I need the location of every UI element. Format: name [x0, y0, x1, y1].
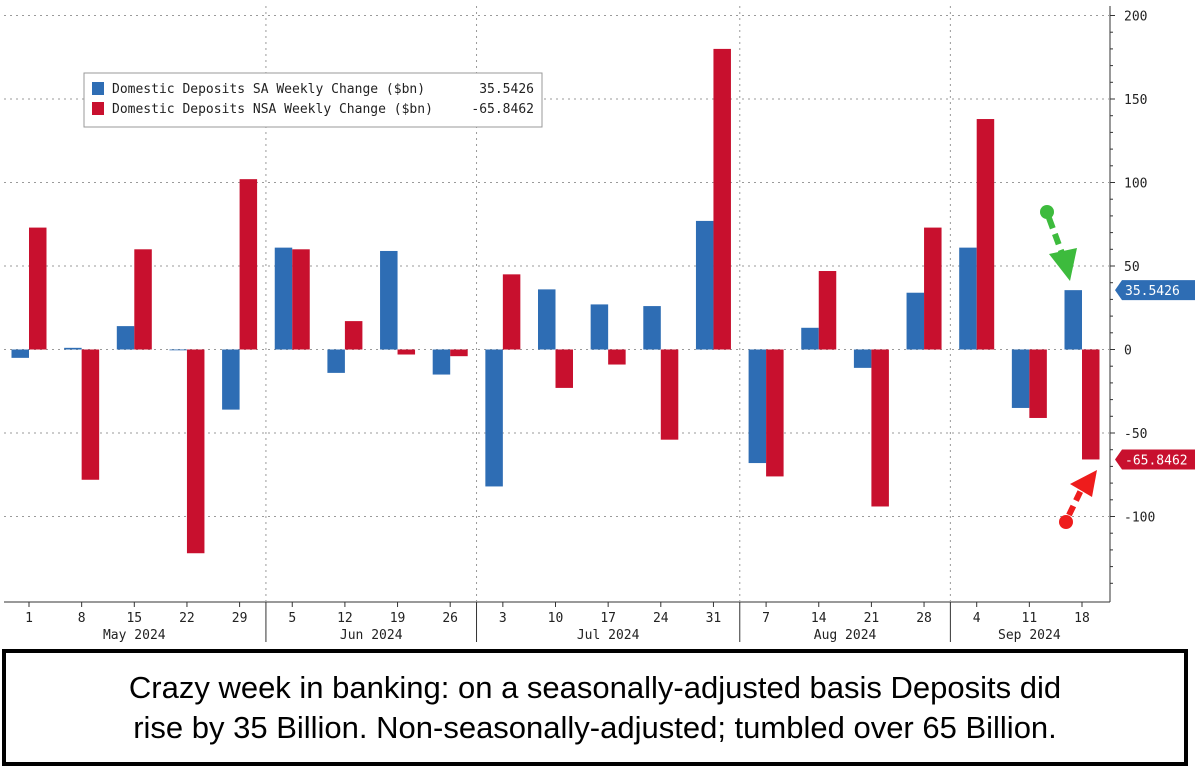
- nsa-bar: [345, 321, 363, 349]
- red-arrow-dot: [1059, 515, 1073, 529]
- month-label: Jul 2024: [577, 628, 640, 643]
- caption-text: Crazy week in banking: on a seasonally-a…: [10, 668, 1180, 748]
- sa-bar: [64, 348, 82, 350]
- y-tick-label: 150: [1124, 93, 1147, 108]
- x-tick-label: 5: [288, 611, 296, 626]
- x-tick-label: 8: [78, 611, 86, 626]
- sa-bar: [485, 350, 503, 487]
- sa-bar: [801, 328, 819, 350]
- sa-bar: [959, 248, 977, 350]
- green-arrowhead: [1049, 248, 1077, 281]
- sa-bar: [538, 289, 556, 349]
- x-tick-label: 22: [179, 611, 195, 626]
- y-tick-label: 200: [1124, 10, 1147, 25]
- sa-bar: [643, 306, 661, 349]
- nsa-bar: [819, 271, 837, 349]
- x-tick-label: 26: [442, 611, 458, 626]
- nsa-bar: [29, 228, 47, 350]
- sa-bar: [12, 350, 30, 358]
- x-tick-label: 17: [600, 611, 616, 626]
- nsa-bar: [871, 350, 889, 507]
- sa-bar: [433, 350, 451, 375]
- nsa-bar: [1029, 350, 1047, 418]
- sa-bar: [169, 350, 187, 351]
- nsa-bar: [292, 249, 310, 349]
- x-tick-label: 21: [864, 611, 880, 626]
- nsa-bar: [82, 350, 100, 480]
- x-tick-label: 18: [1074, 611, 1090, 626]
- nsa-bar: [450, 350, 468, 357]
- sa-bar: [117, 326, 135, 349]
- value-tag-label: -65.8462: [1125, 453, 1188, 468]
- x-tick-label: 19: [390, 611, 406, 626]
- sa-bar: [222, 350, 240, 410]
- sa-bar: [275, 248, 293, 350]
- caption-line-1: Crazy week in banking: on a seasonally-a…: [10, 668, 1180, 708]
- x-tick-label: 10: [548, 611, 564, 626]
- x-tick-label: 7: [762, 611, 770, 626]
- sa-bar: [1012, 350, 1030, 408]
- nsa-bar: [187, 350, 205, 554]
- legend-swatch: [92, 102, 104, 115]
- month-label: Jun 2024: [340, 628, 403, 643]
- nsa-bar: [661, 350, 679, 440]
- legend-entry-label: Domestic Deposits SA Weekly Change ($bn): [112, 82, 425, 97]
- month-label: Sep 2024: [998, 628, 1061, 643]
- nsa-bar: [713, 49, 731, 350]
- x-tick-label: 14: [811, 611, 827, 626]
- sa-bar: [1065, 290, 1083, 349]
- nsa-bar: [1082, 350, 1100, 460]
- month-label: Aug 2024: [814, 628, 877, 643]
- sa-bar: [749, 350, 767, 464]
- x-tick-label: 4: [973, 611, 981, 626]
- sa-bar: [696, 221, 714, 350]
- legend-entry-value: -65.8462: [471, 102, 534, 117]
- y-tick-label: -50: [1124, 427, 1147, 442]
- legend-entry-value: 35.5426: [479, 82, 534, 97]
- legend-swatch: [92, 82, 104, 95]
- nsa-bar: [240, 179, 258, 349]
- x-tick-label: 28: [916, 611, 932, 626]
- deposits-chart: 200 150 100 50 0 -50 -100 1 8 15 22 29 5 12 19 26 3 10 17 2…: [0, 0, 1200, 645]
- nsa-bar: [556, 350, 574, 388]
- caption-line-2: rise by 35 Billion. Non-seasonally-adjus…: [10, 708, 1180, 748]
- sa-bar: [854, 350, 872, 368]
- sa-bar: [327, 350, 345, 373]
- nsa-bar: [398, 350, 416, 355]
- sa-bar: [591, 304, 609, 349]
- nsa-bar: [766, 350, 784, 477]
- caption-box: Crazy week in banking: on a seasonally-a…: [2, 649, 1188, 766]
- nsa-bar: [134, 249, 152, 349]
- x-tick-label: 24: [653, 611, 669, 626]
- sa-bar: [907, 293, 925, 350]
- green-arrow-dot: [1040, 205, 1054, 219]
- x-tick-label: 29: [232, 611, 248, 626]
- green-arrow-shaft: [1049, 218, 1063, 256]
- x-tick-label: 11: [1022, 611, 1038, 626]
- value-tag-label: 35.5426: [1125, 284, 1180, 299]
- y-tick-label: 50: [1124, 260, 1140, 275]
- month-label: May 2024: [103, 628, 166, 643]
- y-tick-label: 0: [1124, 344, 1132, 359]
- x-tick-label: 12: [337, 611, 353, 626]
- x-tick-label: 15: [126, 611, 142, 626]
- x-tick-label: 1: [25, 611, 33, 626]
- legend-entry-label: Domestic Deposits NSA Weekly Change ($bn…: [112, 102, 433, 117]
- y-tick-label: -100: [1124, 511, 1155, 526]
- nsa-bar: [924, 228, 942, 350]
- red-arrowhead: [1070, 470, 1097, 497]
- nsa-bar: [503, 274, 520, 349]
- nsa-bar: [977, 119, 995, 349]
- nsa-bar: [608, 350, 626, 365]
- x-tick-label: 3: [499, 611, 507, 626]
- y-tick-label: 100: [1124, 177, 1147, 192]
- sa-bar: [380, 251, 398, 350]
- x-tick-label: 31: [706, 611, 722, 626]
